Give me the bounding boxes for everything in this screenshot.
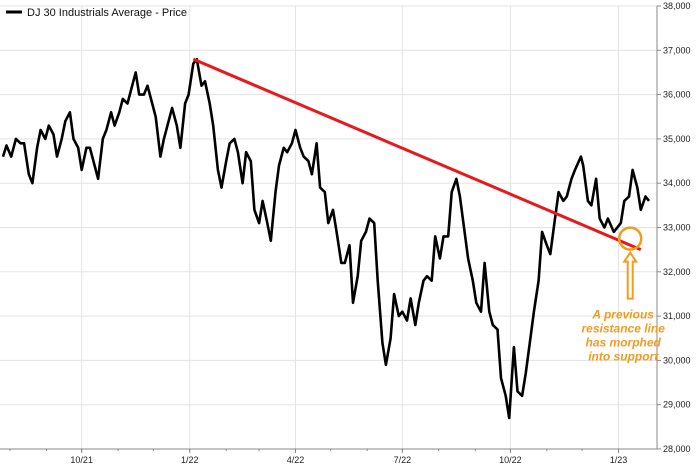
y-tick-label: 36,000 — [663, 90, 691, 100]
x-tick-label: 10/21 — [70, 455, 93, 465]
annotation-text-line: resistance line — [582, 322, 666, 336]
annotation-text-line: into support — [588, 350, 659, 364]
y-tick-label: 33,000 — [663, 223, 691, 233]
y-tick-label: 28,000 — [663, 444, 691, 454]
y-tick-label: 29,000 — [663, 400, 691, 410]
y-tick-label: 31,000 — [663, 311, 691, 321]
x-tick-label: 1/23 — [610, 455, 628, 465]
annotation: A previous resistance line has morphed into… — [582, 226, 666, 364]
y-tick-label: 30,000 — [663, 355, 691, 365]
series-line-dj30 — [1, 57, 651, 420]
y-tick-label: 37,000 — [663, 45, 691, 55]
legend-label: DJ 30 Industrials Average - Price — [27, 7, 187, 19]
trendline — [192, 57, 642, 252]
x-tick-label: 4/22 — [287, 455, 305, 465]
annotation-text-line: has morphed — [586, 336, 662, 350]
y-tick-label: 32,000 — [663, 267, 691, 277]
y-tick-label: 34,000 — [663, 178, 691, 188]
x-tick-label: 7/22 — [394, 455, 412, 465]
grid — [0, 5, 657, 450]
annotation-text: A previous resistance line has morphed into… — [582, 308, 666, 364]
x-axis: 10/21 1/22 4/22 7/22 10/22 1/23 — [0, 448, 657, 465]
y-tick-label: 35,000 — [663, 134, 691, 144]
x-tick-label: 10/22 — [499, 455, 522, 465]
y-axis: 28,000 29,000 30,000 31,000 32,000 33,000 34,0… — [656, 1, 691, 454]
annotation-text-line: A previous — [591, 308, 654, 322]
annotation-arrow-icon — [622, 250, 639, 300]
x-tick-label: 1/22 — [181, 455, 199, 465]
y-tick-label: 38,000 — [663, 1, 691, 11]
legend: DJ 30 Industrials Average - Price — [6, 7, 187, 19]
annotation-circle — [617, 226, 643, 251]
